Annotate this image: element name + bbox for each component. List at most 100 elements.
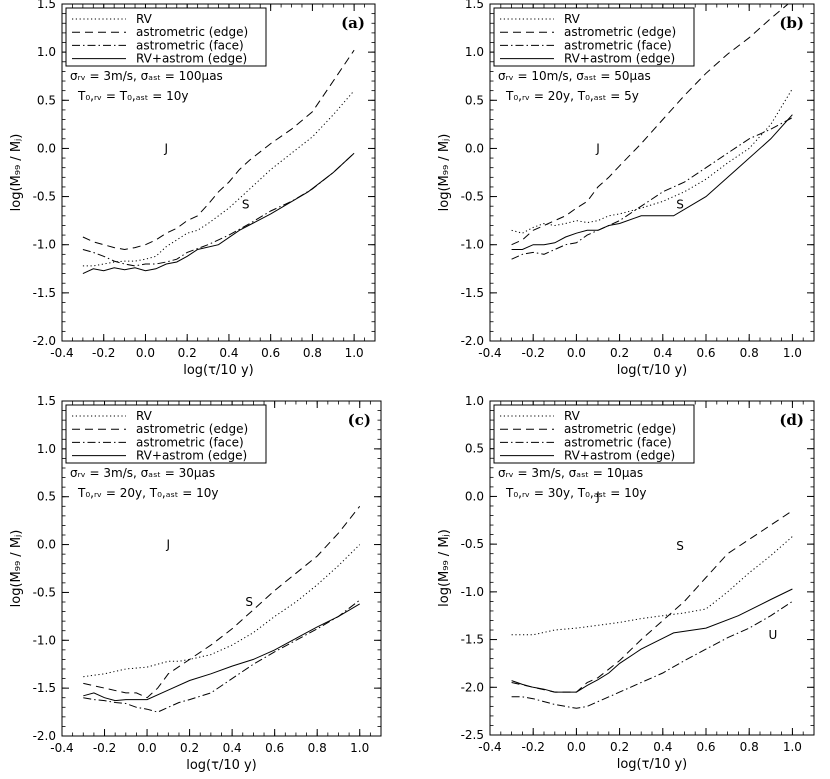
x-tick-label: 0.0 — [136, 346, 155, 360]
y-tick-label: 0.5 — [465, 93, 484, 107]
y-tick-label: 1.0 — [465, 394, 484, 408]
x-tick-label: 0.2 — [610, 346, 629, 360]
y-tick-label: -2.0 — [461, 334, 484, 348]
x-tick-label: -0.4 — [50, 741, 73, 755]
y-tick-label: 1.0 — [37, 442, 56, 456]
params-line-2: T₀,ᵣᵥ = 30y, T₀,ₐₛₜ = 10y — [505, 486, 646, 500]
x-tick-label: 0.6 — [265, 741, 284, 755]
params-line-1: σᵣᵥ = 3m/s, σₐₛₜ = 10μas — [498, 466, 643, 480]
y-tick-label: -1.5 — [461, 633, 484, 647]
series-line-dashed — [83, 505, 361, 699]
x-tick-label: 0.6 — [696, 740, 715, 754]
planet-label: S — [245, 595, 253, 609]
legend-label: astrometric (face) — [564, 38, 672, 52]
y-tick-label: 0.5 — [37, 93, 56, 107]
x-tick-label: 0.8 — [303, 346, 322, 360]
series-line-solid — [511, 588, 793, 693]
y-tick-label: -1.0 — [33, 238, 56, 252]
legend-label: RV+astrom (edge) — [564, 449, 675, 463]
legend-label: astrometric (edge) — [136, 25, 248, 39]
y-tick-label: -0.5 — [461, 190, 484, 204]
x-tick-label: -0.2 — [92, 346, 115, 360]
x-tick-label: 0.2 — [178, 346, 197, 360]
legend-label: RV+astrom (edge) — [564, 52, 675, 66]
series-line-dashdot — [511, 600, 793, 709]
legend-label: RV+astrom (edge) — [136, 449, 247, 463]
x-tick-label: -0.4 — [50, 346, 73, 360]
y-tick-label: -1.5 — [33, 286, 56, 300]
y-tick-label: -1.5 — [461, 286, 484, 300]
y-tick-label: -2.5 — [461, 728, 484, 742]
planet-label: S — [242, 197, 250, 211]
series-line-dashdot — [82, 152, 355, 267]
x-tick-label: 0.0 — [138, 741, 157, 755]
x-tick-label: 1.0 — [350, 741, 369, 755]
series-line-dashdot — [511, 117, 793, 260]
legend-label: astrometric (face) — [564, 435, 672, 449]
x-axis-label: log(τ/10 y) — [186, 758, 257, 773]
params-line-1: σᵣᵥ = 10m/s, σₐₛₜ = 50μas — [498, 69, 651, 83]
x-tick-label: 1.0 — [783, 346, 802, 360]
legend-box — [493, 404, 695, 464]
y-tick-label: -2.0 — [33, 729, 56, 743]
planet-label: J — [595, 141, 600, 155]
params-line-2: T₀,ᵣᵥ = 20y, T₀,ₐₛₜ = 10y — [77, 486, 218, 500]
params-line-1: σᵣᵥ = 3m/s, σₐₛₜ = 30μas — [70, 466, 215, 480]
panel-label: (b) — [779, 14, 804, 32]
panel-d: -0.4 -0.2 0.0 0.2 0.4 0.6 0.8 1.0 -2.5 -2.0 -1.5 -1… — [437, 394, 815, 772]
legend-label: RV — [564, 12, 581, 26]
y-tick-label: 0.5 — [465, 442, 484, 456]
y-tick-label: 1.5 — [37, 394, 56, 408]
planet-label: J — [595, 489, 600, 503]
x-tick-label: -0.4 — [478, 346, 501, 360]
series-line-dotted — [511, 88, 793, 234]
y-axis-label: log(M₉₉ / Mⱼ) — [437, 134, 452, 212]
x-tick-label: 0.8 — [308, 741, 327, 755]
x-tick-label: 0.2 — [610, 740, 629, 754]
x-axis-label: log(τ/10 y) — [617, 363, 688, 378]
panel-b: -0.4 -0.2 0.0 0.2 0.4 0.6 0.8 1.0 -2.0 -1.5 -1.0 -0… — [437, 0, 815, 378]
x-axis-label: log(τ/10 y) — [183, 363, 254, 378]
series-line-solid — [511, 114, 793, 250]
x-tick-label: 0.6 — [696, 346, 715, 360]
y-axis-label: log(M₉₉ / Mⱼ) — [9, 134, 24, 212]
series-line-dashdot — [83, 599, 361, 713]
x-tick-label: 0.4 — [653, 346, 672, 360]
y-tick-label: 1.5 — [37, 0, 56, 11]
series-line-dotted — [83, 544, 361, 678]
legend-box — [493, 7, 695, 67]
x-tick-label: 1.0 — [783, 740, 802, 754]
planet-label: S — [676, 197, 684, 211]
panel-c: -0.4 -0.2 0.0 0.2 0.4 0.6 0.8 1.0 -2.0 -1.5 -1.0 -0… — [9, 394, 382, 773]
y-tick-label: -1.0 — [461, 238, 484, 252]
series-line-dotted — [82, 90, 355, 267]
y-tick-label: -1.0 — [461, 585, 484, 599]
series-line-dotted — [511, 536, 793, 636]
x-tick-label: 0.4 — [223, 741, 242, 755]
y-tick-label: 1.5 — [465, 0, 484, 11]
legend-label: RV — [136, 409, 153, 423]
legend-box — [65, 7, 267, 67]
panel-a: -0.4 -0.2 0.0 0.2 0.4 0.6 0.8 1.0 -2.0 -1.5 -1.0 -0… — [9, 0, 376, 378]
y-axis-label: log(M₉₉ / Mⱼ) — [437, 529, 452, 607]
planet-label: S — [676, 539, 684, 553]
y-tick-label: -0.5 — [461, 537, 484, 551]
panel-label: (d) — [779, 411, 804, 429]
y-axis-label: log(M₉₉ / Mⱼ) — [9, 530, 24, 608]
y-tick-label: -0.5 — [33, 585, 56, 599]
params-line-2: T₀,ᵣᵥ = T₀,ₐₛₜ = 10y — [77, 89, 188, 103]
x-tick-label: 0.6 — [261, 346, 280, 360]
y-tick-label: -1.0 — [33, 633, 56, 647]
legend-label: RV+astrom (edge) — [136, 52, 247, 66]
series-line-solid — [83, 603, 360, 702]
params-line-2: T₀,ᵣᵥ = 20y, T₀,ₐₛₜ = 5y — [505, 89, 639, 103]
y-tick-label: -1.5 — [33, 681, 56, 695]
x-tick-label: 0.4 — [653, 740, 672, 754]
params-line-1: σᵣᵥ = 3m/s, σₐₛₜ = 100μas — [70, 69, 223, 83]
planet-label: J — [166, 538, 171, 552]
x-tick-label: 1.0 — [345, 346, 364, 360]
y-tick-label: 0.5 — [37, 490, 56, 504]
x-tick-label: 0.8 — [740, 346, 759, 360]
y-tick-label: 0.0 — [465, 489, 484, 503]
